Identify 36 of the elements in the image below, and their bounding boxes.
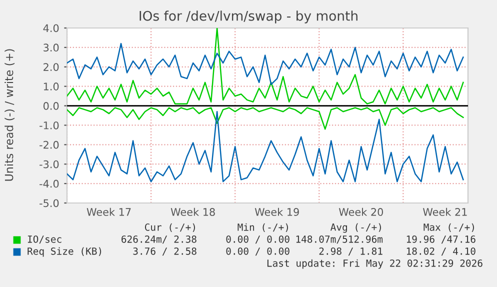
y-tick-label: -1.0 bbox=[40, 121, 59, 130]
y-tick-label: 3.0 bbox=[44, 44, 59, 52]
y-tick-label: 4.0 bbox=[43, 24, 59, 32]
y-tick-label: 0.0 bbox=[43, 102, 59, 110]
x-tick-label: Week 21 bbox=[422, 208, 467, 216]
y-tick-label: -2.0 bbox=[40, 140, 59, 149]
y-tick-label: -3.0 bbox=[40, 160, 59, 168]
line-series bbox=[67, 107, 464, 130]
x-tick-label: Week 17 bbox=[86, 208, 131, 216]
legend-label: IO/sec bbox=[28, 235, 62, 244]
y-tick-label: 2.0 bbox=[44, 63, 59, 71]
text: 148.07m/512.96m bbox=[296, 235, 383, 244]
line-series bbox=[67, 42, 464, 86]
x-tick-label: Week 20 bbox=[338, 208, 384, 216]
text: Avg (-/+) bbox=[330, 223, 381, 233]
text: Max (-/+) bbox=[424, 223, 474, 232]
x-tick-label: Week 19 bbox=[254, 208, 299, 216]
text: Cur (-/+) bbox=[144, 223, 195, 232]
text: Min (-/+) bbox=[238, 223, 288, 232]
chart-title: IOs for /dev/lvm/swap - by month bbox=[140, 10, 358, 24]
text: 3.76 / 2.58 bbox=[133, 247, 196, 256]
y-tick-label: -4.0 bbox=[40, 180, 59, 188]
text: 18.02 / 4.10 bbox=[406, 247, 476, 256]
legend-label: Req Size (KB) bbox=[28, 247, 102, 257]
y-axis-title: Units read (-) / write (+) bbox=[4, 49, 15, 181]
text: 0.00 / 0.00 bbox=[226, 247, 290, 256]
text: Last update: Fri May 22 02:31:29 2026 bbox=[267, 259, 482, 269]
x-tick-label: Week 18 bbox=[170, 208, 215, 216]
text: 2.98 / 1.81 bbox=[319, 247, 382, 256]
line-series bbox=[67, 28, 464, 104]
text: 0.00 / 0.00 bbox=[226, 235, 290, 244]
line-series bbox=[67, 110, 464, 182]
text: 19.96 /47.16 bbox=[406, 235, 476, 244]
y-tick-label: 1.0 bbox=[44, 82, 59, 90]
y-tick-label: -5.0 bbox=[40, 199, 59, 208]
text: 626.24m/ 2.38 bbox=[122, 235, 196, 244]
